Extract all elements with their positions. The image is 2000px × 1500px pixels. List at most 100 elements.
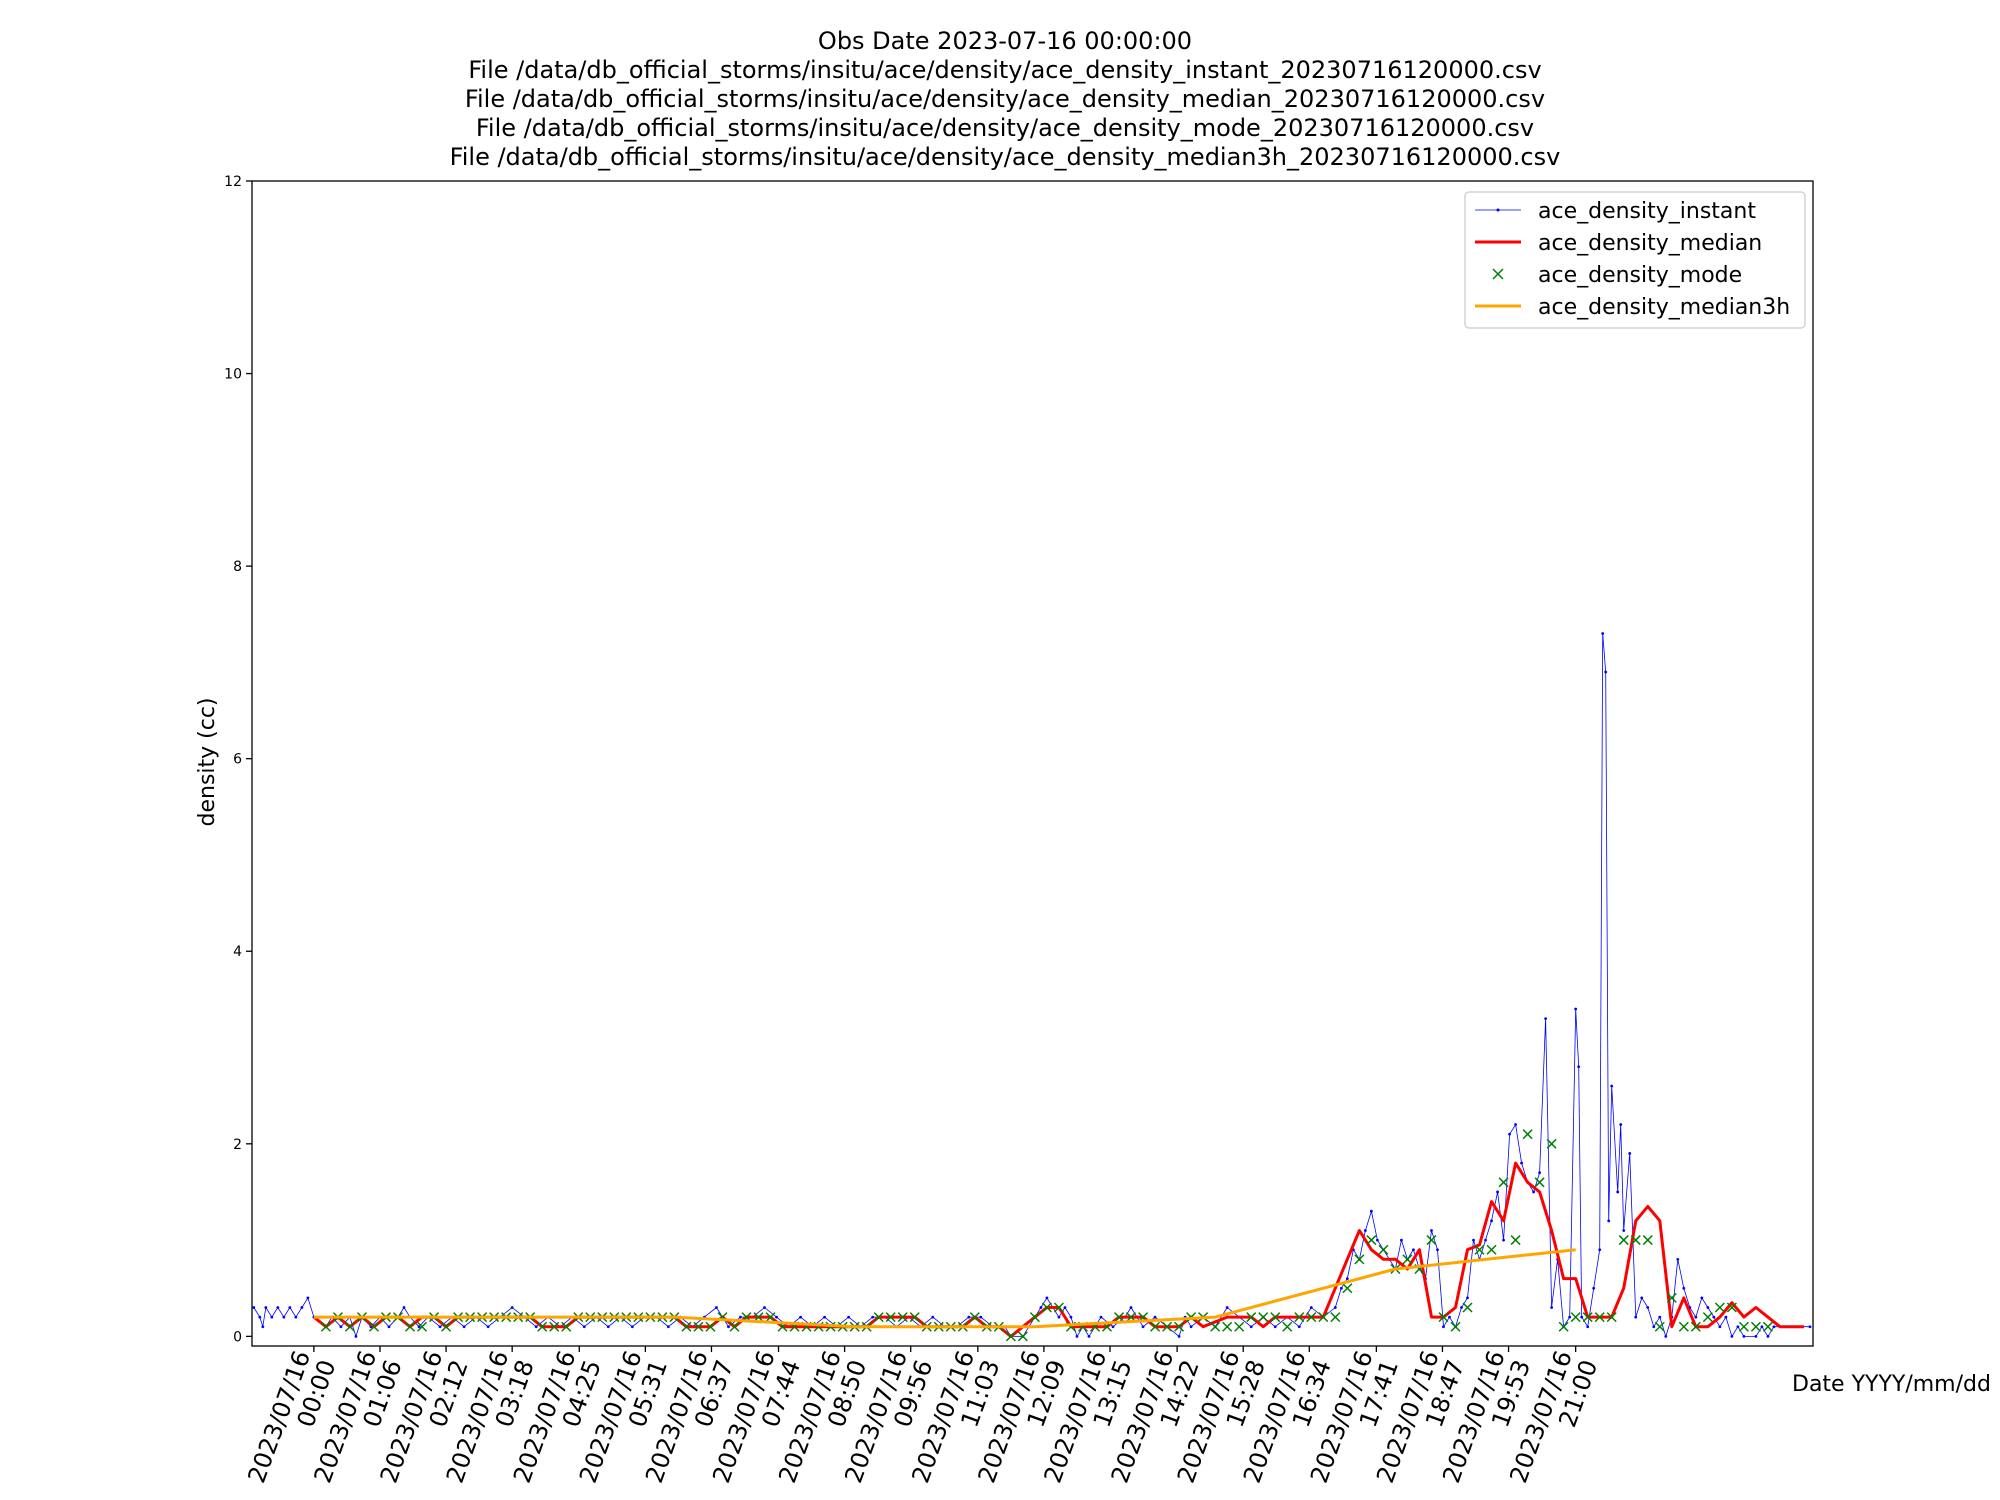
ace-density-instant-point bbox=[438, 1325, 442, 1329]
ace-density-instant-point bbox=[354, 1334, 358, 1338]
ace-density-mode-point bbox=[1474, 1244, 1485, 1255]
ace-density-instant-point bbox=[1646, 1306, 1650, 1309]
ace-density-instant-point bbox=[1273, 1325, 1277, 1329]
ace-density-instant-point bbox=[1153, 1315, 1157, 1319]
ace-density-mode-point bbox=[1570, 1312, 1581, 1323]
ace-density-instant-point bbox=[1706, 1306, 1710, 1309]
legend-label-median: ace_density_median bbox=[1538, 231, 1762, 256]
ace-density-instant-point bbox=[1466, 1296, 1469, 1300]
ace-density-instant-point bbox=[1039, 1306, 1043, 1309]
ace-density-instant-point bbox=[1676, 1257, 1680, 1261]
ace-density-mode-point bbox=[765, 1312, 776, 1323]
ace-density-instant-point bbox=[1610, 1084, 1614, 1088]
ace-density-mode-point bbox=[1510, 1235, 1521, 1246]
ace-density-instant-point bbox=[1442, 1325, 1445, 1329]
ace-density-instant-point bbox=[1375, 1238, 1379, 1242]
ace-density-mode-point bbox=[1005, 1331, 1016, 1342]
ace-density-mode-point bbox=[1426, 1235, 1437, 1246]
ace-density-instant-point bbox=[967, 1315, 971, 1319]
ace-density-instant-point bbox=[1087, 1334, 1091, 1338]
ace-density-mode-point bbox=[1234, 1321, 1245, 1332]
ace-density-instant-point bbox=[1538, 1171, 1542, 1175]
title-line-4: File /data/db_official_storms/insitu/ace… bbox=[450, 143, 1561, 171]
ace-density-instant-point bbox=[1592, 1286, 1596, 1290]
ace-density-mode-point bbox=[1210, 1321, 1221, 1332]
ace-density-instant-point bbox=[1718, 1325, 1722, 1329]
x-axis: 2023/07/1600:002023/07/1601:062023/07/16… bbox=[243, 1346, 1603, 1487]
ace-density-mode-point bbox=[1270, 1312, 1281, 1323]
ace-density-instant-point bbox=[462, 1325, 466, 1329]
ace-density-mode-point bbox=[885, 1312, 896, 1323]
ace-density-instant-point bbox=[775, 1315, 778, 1319]
ace-density-mode-point bbox=[1294, 1312, 1305, 1323]
legend: ace_density_instant ace_density_median a… bbox=[1464, 191, 1806, 329]
ace-density-mode-point bbox=[320, 1321, 331, 1332]
ace-density-mode-point bbox=[1762, 1321, 1773, 1332]
ace-density-mode-point bbox=[873, 1312, 884, 1323]
y-tick-label: 4 bbox=[233, 944, 242, 960]
ace-density-instant-point bbox=[715, 1306, 718, 1309]
ace-density-instant-point bbox=[306, 1296, 310, 1300]
ace-density-instant-point bbox=[1724, 1315, 1728, 1319]
ace-density-mode-point bbox=[1174, 1321, 1185, 1332]
ace-density-mode-point bbox=[1438, 1312, 1449, 1323]
ace-density-instant-points bbox=[252, 632, 1812, 1338]
ace-density-mode-point bbox=[1750, 1321, 1761, 1332]
ace-density-instant-point bbox=[252, 1306, 256, 1309]
x-axis-label: Date YYYY/mm/dd bbox=[1792, 1372, 1991, 1397]
legend-label-median3h: ace_density_median3h bbox=[1538, 295, 1790, 320]
ace-density-mode-point bbox=[681, 1321, 692, 1332]
ace-density-instant-point bbox=[847, 1315, 851, 1319]
ace-density-instant-point bbox=[1189, 1325, 1193, 1329]
ace-density-mode-point bbox=[1654, 1321, 1665, 1332]
ace-density-mode-point bbox=[1041, 1302, 1052, 1313]
ace-density-instant-point bbox=[1544, 1017, 1548, 1021]
ace-density-instant-point bbox=[486, 1325, 490, 1329]
ace-density-mode-point bbox=[969, 1312, 980, 1323]
ace-density-mode-point bbox=[1678, 1321, 1689, 1332]
ace-density-instant-point bbox=[1550, 1306, 1554, 1309]
ace-density-mode-point bbox=[404, 1321, 416, 1332]
ace-density-mode-point bbox=[1726, 1302, 1737, 1313]
ace-density-instant-point bbox=[1742, 1334, 1746, 1338]
ace-density-mode-point bbox=[1330, 1312, 1341, 1323]
ace-density-instant-point bbox=[1586, 1325, 1590, 1329]
ace-density-instant-point bbox=[1225, 1306, 1229, 1309]
series-layer bbox=[252, 632, 1812, 1342]
ace-density-mode-point bbox=[1702, 1312, 1713, 1323]
ace-density-mode-point bbox=[417, 1321, 428, 1332]
ace-density-instant-point bbox=[1333, 1306, 1337, 1309]
ace-density-mode-point bbox=[1306, 1312, 1317, 1323]
ace-density-mode-point bbox=[1318, 1312, 1329, 1323]
ace-density-instant-point bbox=[1099, 1315, 1103, 1319]
ace-density-mode-point bbox=[1546, 1138, 1557, 1149]
ace-density-instant-point bbox=[1730, 1334, 1734, 1338]
ace-density-instant-point bbox=[1514, 1123, 1517, 1126]
ace-density-instant-point bbox=[1607, 1219, 1611, 1223]
title-line-2: File /data/db_official_storms/insitu/ace… bbox=[465, 85, 1545, 113]
title-line-0: Obs Date 2023-07-16 00:00:00 bbox=[818, 27, 1192, 55]
ace-density-mode-point bbox=[1366, 1235, 1377, 1246]
legend-swatch-mode bbox=[1492, 268, 1504, 280]
ace-density-mode-point bbox=[1582, 1312, 1593, 1323]
ace-density-instant-line bbox=[253, 633, 1810, 1337]
ace-density-mode-point bbox=[537, 1321, 548, 1332]
ace-density-instant-point bbox=[1484, 1238, 1487, 1242]
ace-density-instant-point bbox=[1472, 1238, 1475, 1242]
ace-density-instant-point bbox=[1700, 1296, 1704, 1300]
ace-density-instant-point bbox=[1412, 1248, 1415, 1252]
ace-density-instant-point bbox=[1129, 1306, 1133, 1309]
legend-label-mode: ace_density_mode bbox=[1538, 263, 1742, 288]
ace-density-instant-point bbox=[1574, 1007, 1578, 1011]
ace-density-instant-point bbox=[582, 1325, 586, 1329]
ace-density-instant-point bbox=[417, 1325, 421, 1329]
y-tick-label: 6 bbox=[233, 752, 242, 768]
ace-density-mode-point bbox=[1534, 1177, 1545, 1188]
ace-density-instant-point bbox=[1249, 1325, 1253, 1329]
ace-density-mode-point bbox=[909, 1312, 920, 1323]
ace-density-mode-point bbox=[1486, 1244, 1497, 1255]
ace-density-mode-point bbox=[1246, 1312, 1257, 1323]
ace-density-instant-point bbox=[630, 1325, 634, 1329]
ace-density-instant-point bbox=[1460, 1306, 1463, 1309]
